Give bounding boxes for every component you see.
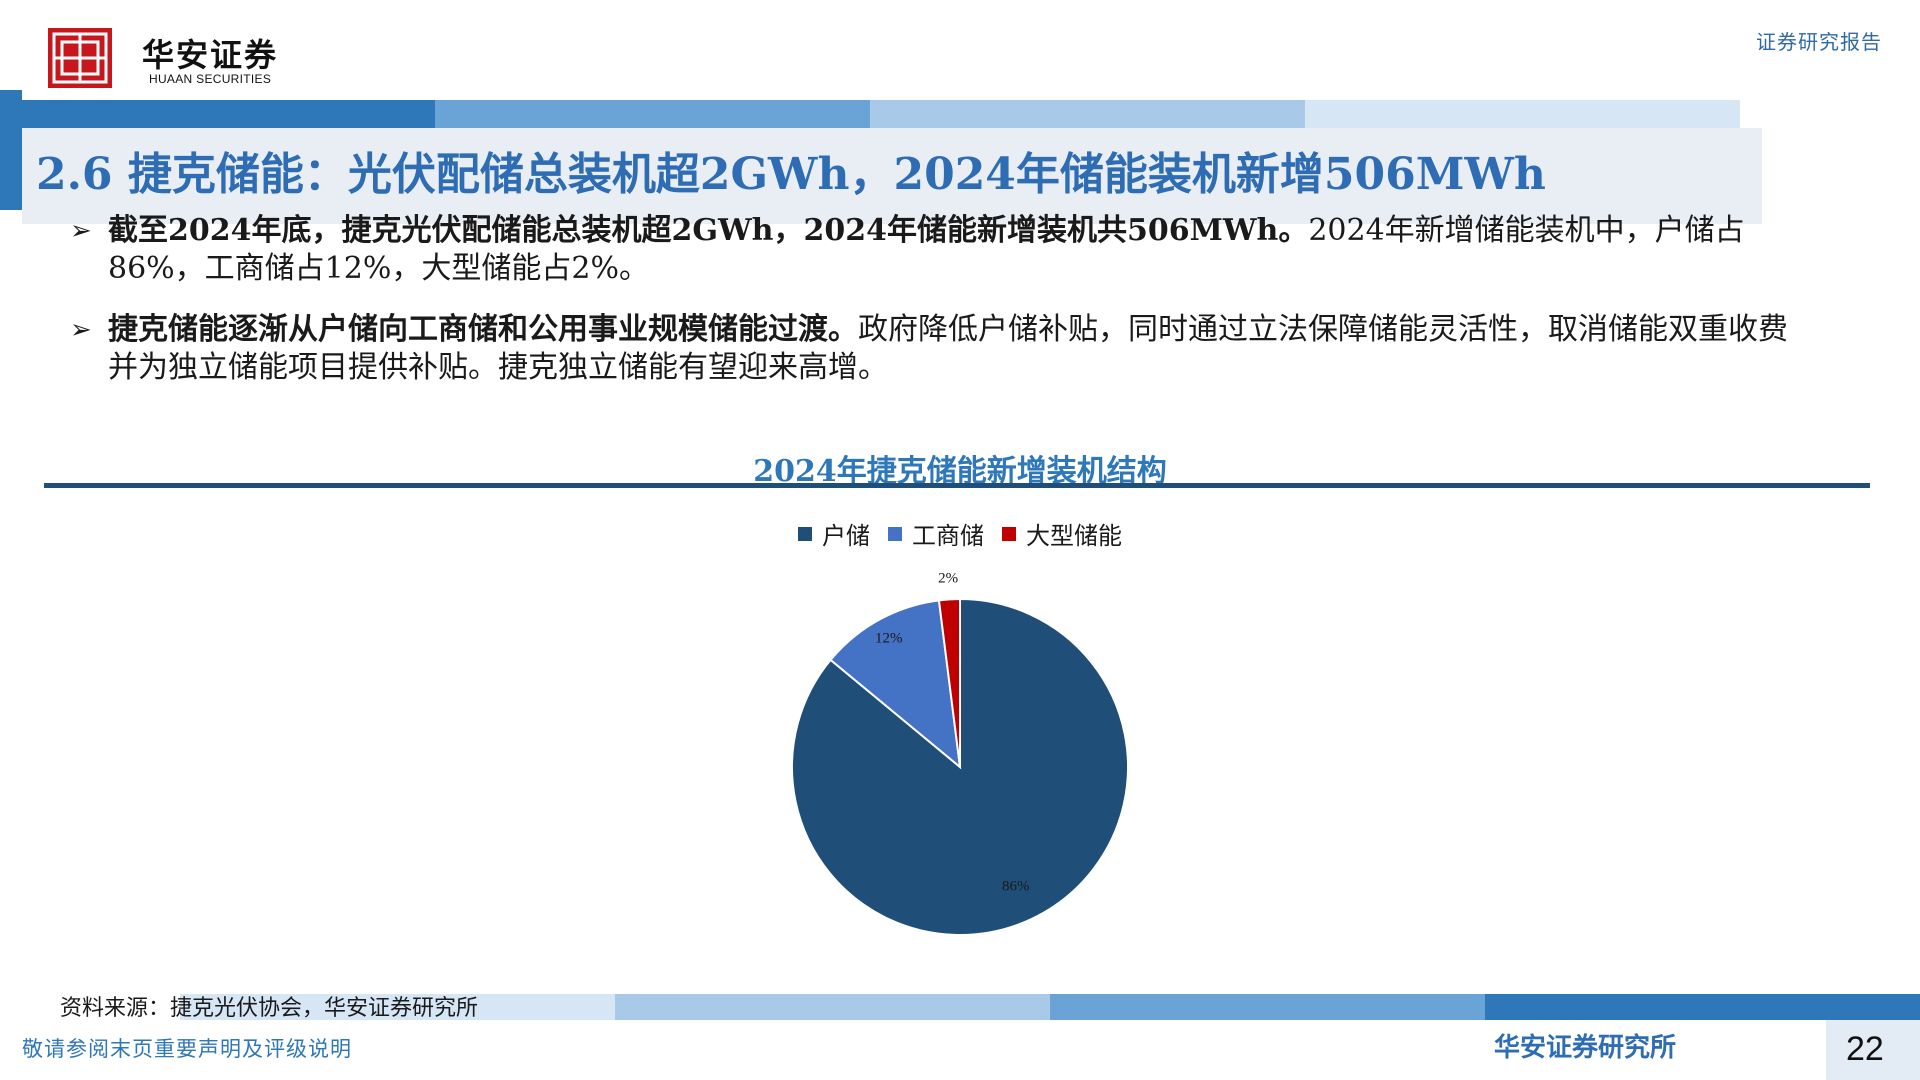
source-decoration	[180, 994, 1920, 1020]
page-number: 22	[1846, 1030, 1884, 1068]
logo-text: 华安证券	[142, 36, 279, 74]
report-type-label: 证券研究报告	[1756, 30, 1882, 54]
pie-data-label: 12%	[875, 630, 903, 646]
disclaimer-link: 敬请参阅末页重要声明及评级说明	[22, 1037, 352, 1061]
pie-slice	[791, 597, 1129, 936]
title-accent-bar	[0, 90, 22, 210]
legend-item: 大型储能	[1002, 516, 1122, 551]
bullet-text: 政府降低户储补贴，同时通过立法保障储能灵活性，取消储能双重收费并为独立储能项目提…	[108, 312, 1788, 385]
page-number-box	[1826, 1020, 1920, 1080]
title-decoration	[0, 100, 1740, 128]
legend-item: 户储	[798, 516, 870, 551]
pie-data-label: 86%	[1002, 879, 1030, 895]
page-title: 2.6 捷克储能：光伏配储总装机超2GWh，2024年储能装机新增506MWh	[36, 149, 1546, 200]
chart-divider	[44, 483, 1870, 488]
pie-slice	[937, 597, 961, 768]
bullet-text: 2024年新增储能装机中，户储占86%，工商储占12%，大型储能占2%。	[108, 213, 1745, 286]
source-note: 资料来源：捷克光伏协会，华安证券研究所	[60, 996, 479, 1021]
bullet-arrow-icon: ➢	[70, 216, 92, 246]
bullet-item: ➢ 捷克储能逐渐从户储向工商储和公用事业规模储能过渡。政府降低户储补贴，同时通过…	[70, 311, 1810, 387]
bullet-bold-text: 捷克储能逐渐从户储向工商储和公用事业规模储能过渡。	[108, 312, 858, 347]
legend-item: 工商储	[888, 516, 984, 551]
chart-legend: 户储 工商储 大型储能	[0, 516, 1920, 551]
legend-label: 工商储	[912, 522, 984, 550]
legend-label: 户储	[822, 522, 870, 550]
legend-label: 大型储能	[1026, 522, 1122, 550]
logo-icon	[48, 28, 112, 88]
legend-swatch	[798, 526, 812, 541]
title-background	[22, 128, 1762, 224]
legend-swatch	[1002, 526, 1016, 541]
legend-swatch	[888, 526, 902, 541]
bullet-bold-text: 截至2024年底，捷克光伏配储能总装机超2GWh，2024年储能新增装机共506…	[108, 213, 1309, 248]
footer-org: 华安证券研究所	[1494, 1033, 1677, 1063]
pie-slice	[829, 599, 962, 770]
pie-data-label: 2%	[938, 570, 958, 586]
bullet-arrow-icon: ➢	[70, 315, 92, 345]
bullet-item: ➢ 截至2024年底，捷克光伏配储能总装机超2GWh，2024年储能新增装机共5…	[70, 212, 1810, 288]
logo-subtext: HUAAN SECURITIES	[149, 72, 272, 86]
pie-chart: 86% 12% 2%	[791, 570, 1129, 936]
